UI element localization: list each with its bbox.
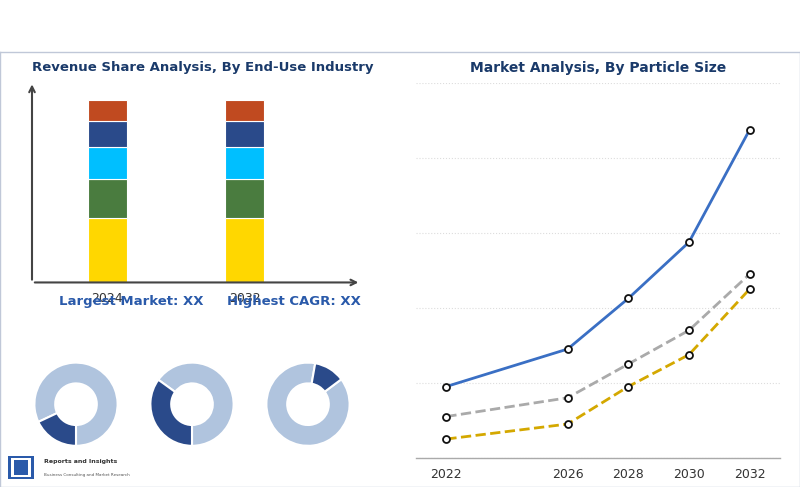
Bar xyxy=(88,147,126,179)
Line: Macro-sized Fillers: Macro-sized Fillers xyxy=(443,285,753,443)
Nano-sized Fillers xyxy=(745,271,754,277)
Bar xyxy=(11,458,31,477)
Nano-sized Fillers xyxy=(623,361,633,367)
Nano-sized Fillers xyxy=(442,413,451,419)
Bar xyxy=(226,100,264,121)
Macro-sized Fillers xyxy=(442,436,451,442)
Wedge shape xyxy=(38,413,76,446)
Text: Largest Market: XX: Largest Market: XX xyxy=(59,296,203,308)
Macro-sized Fillers xyxy=(684,352,694,357)
Macro-sized Fillers xyxy=(745,286,754,292)
Micro-sized Fillers xyxy=(623,296,633,301)
Text: Revenue Share Analysis, By End-Use Industry: Revenue Share Analysis, By End-Use Indus… xyxy=(32,61,374,74)
Macro-sized Fillers xyxy=(623,384,633,390)
Title: Market Analysis, By Particle Size: Market Analysis, By Particle Size xyxy=(470,61,726,75)
Bar xyxy=(14,460,28,475)
Nano-sized Fillers xyxy=(684,327,694,333)
Line: Micro-sized Fillers: Micro-sized Fillers xyxy=(443,126,753,390)
Text: Reports and Insights: Reports and Insights xyxy=(44,459,118,464)
Bar xyxy=(226,179,264,218)
Bar xyxy=(226,147,264,179)
Bar xyxy=(88,179,126,218)
Wedge shape xyxy=(34,363,118,446)
Macro-sized Fillers xyxy=(563,421,573,427)
Bar xyxy=(88,121,126,147)
Text: Highest CAGR: XX: Highest CAGR: XX xyxy=(227,296,361,308)
Bar xyxy=(8,456,34,479)
Wedge shape xyxy=(266,363,350,446)
Micro-sized Fillers xyxy=(563,346,573,352)
Wedge shape xyxy=(158,363,234,446)
Micro-sized Fillers xyxy=(684,239,694,245)
Line: Nano-sized Fillers: Nano-sized Fillers xyxy=(443,271,753,420)
Wedge shape xyxy=(150,380,192,446)
Bar xyxy=(88,218,126,282)
Bar xyxy=(88,100,126,121)
Wedge shape xyxy=(312,363,342,392)
Nano-sized Fillers xyxy=(563,395,573,401)
Micro-sized Fillers xyxy=(745,127,754,132)
Text: GLOBAL SPHERICAL ALUMINA FILLERS MARKET SEGMENT ANALYSIS: GLOBAL SPHERICAL ALUMINA FILLERS MARKET … xyxy=(10,21,567,36)
Bar xyxy=(226,121,264,147)
Bar xyxy=(226,218,264,282)
Micro-sized Fillers xyxy=(442,384,451,390)
Text: Business Consulting and Market Research: Business Consulting and Market Research xyxy=(44,473,130,477)
